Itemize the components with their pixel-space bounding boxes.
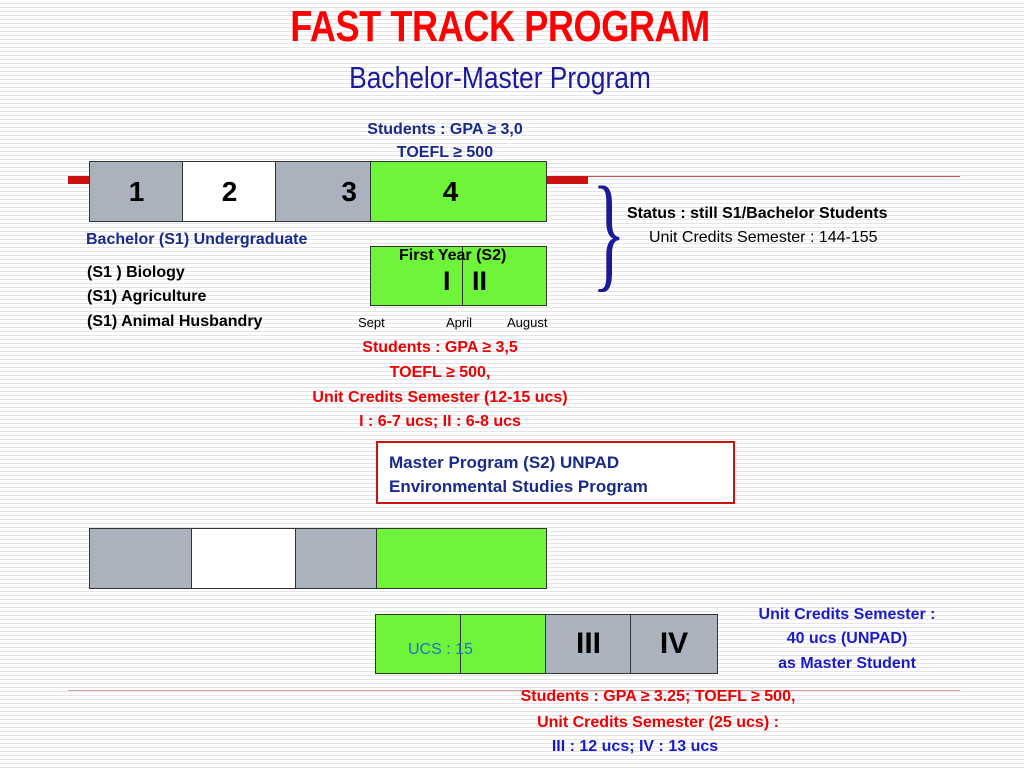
unit-credits-master-line-1: Unit Credits Semester : bbox=[758, 606, 936, 623]
year-box-2: 2 bbox=[182, 161, 277, 222]
bottom-box-1 bbox=[89, 528, 193, 589]
top-requirement-toefl: TOEFL ≥ 500 bbox=[396, 144, 494, 161]
year-box-1: 1 bbox=[89, 161, 184, 222]
mid-requirement-toefl: TOEFL ≥ 500, bbox=[389, 364, 491, 381]
month-august: August bbox=[507, 315, 548, 330]
semester-3-box: III bbox=[545, 614, 632, 674]
month-april: April bbox=[446, 315, 473, 330]
program-agriculture: (S1) Agriculture bbox=[87, 288, 207, 305]
ucs-label: UCS : 15 bbox=[408, 641, 473, 658]
semester-3-label: III bbox=[575, 627, 601, 660]
year-box-3: 3 bbox=[275, 161, 372, 222]
page-title: FAST TRACK PROGRAM bbox=[290, 2, 710, 51]
red-bar-right bbox=[546, 176, 588, 184]
ucs-box-right bbox=[460, 614, 546, 674]
semester-4-box: IV bbox=[630, 614, 718, 674]
mid-requirement-breakdown: I : 6-7 ucs; II : 6-8 ucs bbox=[359, 413, 521, 430]
bottom-box-2 bbox=[191, 528, 297, 589]
unit-credits-master-line-3: as Master Student bbox=[778, 655, 916, 672]
page-subtitle: Bachelor-Master Program bbox=[349, 60, 651, 95]
top-requirement-gpa: Students : GPA ≥ 3,0 bbox=[367, 121, 523, 138]
bottom-box-4 bbox=[376, 528, 547, 589]
first-year-sem-2-box bbox=[462, 246, 547, 306]
curly-brace-icon: } bbox=[592, 161, 626, 303]
bottom-requirement-line-1: Students : GPA ≥ 3.25; TOEFL ≥ 500, bbox=[520, 688, 796, 705]
year-box-3-label: 3 bbox=[341, 175, 357, 207]
first-year-label: First Year (S2) bbox=[399, 247, 507, 264]
program-animal-husbandry: (S1) Animal Husbandry bbox=[87, 313, 263, 330]
program-biology: (S1 ) Biology bbox=[87, 264, 185, 281]
master-program-box: Master Program (S2) UNPAD Environmental … bbox=[376, 441, 735, 504]
mid-requirement-credits: Unit Credits Semester (12-15 ucs) bbox=[312, 389, 568, 406]
year-box-4-label: 4 bbox=[442, 175, 459, 207]
first-year-sem-1-box bbox=[370, 246, 463, 306]
first-year-sem-2: II bbox=[472, 266, 488, 296]
mid-requirement-gpa: Students : GPA ≥ 3,5 bbox=[362, 339, 518, 356]
bachelor-label: Bachelor (S1) Undergraduate bbox=[86, 231, 308, 248]
ucs-box-left bbox=[375, 614, 462, 674]
first-year-sem-1: I bbox=[443, 266, 451, 296]
status-line: Status : still S1/Bachelor Students bbox=[627, 205, 888, 222]
unit-credits-bachelor: Unit Credits Semester : 144-155 bbox=[649, 229, 878, 246]
master-program-line-1: Master Program (S2) UNPAD bbox=[389, 453, 620, 472]
month-sept: Sept bbox=[358, 315, 385, 330]
year-box-1-label: 1 bbox=[128, 175, 145, 207]
year-box-2-label: 2 bbox=[221, 175, 238, 207]
bottom-requirement-line-2: Unit Credits Semester (25 ucs) : bbox=[537, 714, 779, 731]
unit-credits-master-line-2: 40 ucs (UNPAD) bbox=[786, 630, 908, 647]
bottom-requirement-line-3: III : 12 ucs; IV : 13 ucs bbox=[551, 738, 719, 755]
master-program-line-2: Environmental Studies Program bbox=[389, 477, 648, 496]
year-box-4: 4 bbox=[370, 161, 547, 222]
red-bar-left bbox=[68, 176, 90, 184]
semester-4-label: IV bbox=[659, 627, 689, 660]
divider-line-bottom bbox=[68, 690, 960, 691]
